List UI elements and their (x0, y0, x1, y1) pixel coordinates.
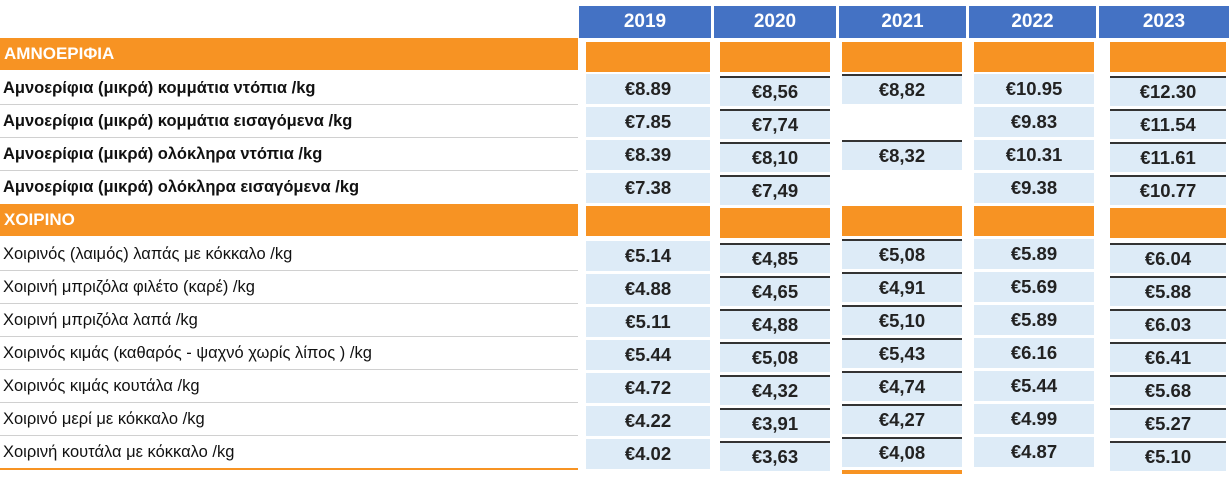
section-header-lamb: ΑΜΝΟΕΡΙΦΙΑ (0, 38, 578, 70)
value-cell: €4.99 (974, 404, 1094, 434)
value-cell: €4.87 (974, 437, 1094, 467)
row-label: Χοιρινός κιμάς κουτάλα /kg (3, 376, 200, 395)
value-cell: €4,88 (720, 309, 830, 339)
value-cell: €8.39 (586, 140, 710, 170)
value-cell: €5.88 (1110, 276, 1226, 306)
value-cell: €4.88 (586, 274, 710, 304)
value-cell: €4,27 (842, 404, 962, 434)
value-cell: €5.44 (586, 340, 710, 370)
section-fill-cell (1110, 42, 1226, 72)
value-cell: €4,08 (842, 437, 962, 467)
value-cell: €5.69 (974, 272, 1094, 302)
value-cell: €6.16 (974, 338, 1094, 368)
value-cell: €3,63 (720, 441, 830, 471)
value-cell: €5.14 (586, 241, 710, 271)
value-cell: €8,32 (842, 140, 962, 170)
section-fill-cell (720, 42, 830, 72)
value-cell: €10.95 (974, 74, 1094, 104)
value-cell: €7.38 (586, 173, 710, 203)
value-cell: €9.83 (974, 107, 1094, 137)
row-divider (0, 435, 578, 436)
value-cell: €6.41 (1110, 342, 1226, 372)
value-cell: €7.85 (586, 107, 710, 137)
row-label: Χοιρινό μερί με κόκκαλο /kg (3, 409, 205, 428)
value-cell: €5.10 (1110, 441, 1226, 471)
section-fill-cell (720, 208, 830, 238)
value-cell: €12.30 (1110, 76, 1226, 106)
row-divider (0, 104, 578, 105)
value-cell: €5.68 (1110, 375, 1226, 405)
row-divider (0, 402, 578, 403)
row-label: Αμνοερίφια (μικρά) ολόκληρα ντόπια /kg (3, 144, 323, 163)
section-fill-cell (974, 206, 1094, 236)
value-cell: €5,10 (842, 305, 962, 335)
row-divider (0, 303, 578, 304)
section-fill-cell (586, 206, 710, 236)
row-label: Αμνοερίφια (μικρά) κομμάτια ντόπια /kg (3, 78, 316, 97)
value-cell: €9.38 (974, 173, 1094, 203)
row-divider (0, 270, 578, 271)
value-cell: €5,08 (842, 239, 962, 269)
row-label: Χοιρινός (λαιμός) λαπάς με κόκκαλο /kg (3, 244, 293, 263)
value-cell: €4.02 (586, 439, 710, 469)
year-header-2021: 2021 (839, 6, 966, 38)
value-cell: €5.11 (586, 307, 710, 337)
value-cell: €6.03 (1110, 309, 1226, 339)
value-cell: €4,85 (720, 243, 830, 273)
row-label: Χοιρινός κιμάς (καθαρός - ψαχνό χωρίς λί… (3, 343, 372, 362)
value-cell: €5.27 (1110, 408, 1226, 438)
value-cell: €4,91 (842, 272, 962, 302)
value-cell: €8,56 (720, 76, 830, 106)
section-fill-cell (842, 206, 962, 236)
value-cell: €7,49 (720, 175, 830, 205)
year-header-2022: 2022 (969, 6, 1096, 38)
row-divider (0, 369, 578, 370)
value-cell: €4,65 (720, 276, 830, 306)
value-cell: €5.89 (974, 305, 1094, 335)
value-cell: €8.89 (586, 74, 710, 104)
section-fill-cell (974, 42, 1094, 72)
year-header-2023: 2023 (1099, 6, 1229, 38)
value-cell: €7,74 (720, 109, 830, 139)
row-divider (0, 137, 578, 138)
value-cell: €10.77 (1110, 175, 1226, 205)
row-label: Χοιρινή μπριζόλα φιλέτο (καρέ) /kg (3, 277, 255, 296)
row-label: Χοιρινή μπριζόλα λαπά /kg (3, 310, 198, 329)
value-cell: €8,10 (720, 142, 830, 172)
value-cell: €6.04 (1110, 243, 1226, 273)
year-header-2019: 2019 (579, 6, 711, 38)
row-divider (0, 170, 578, 171)
value-cell: €4,74 (842, 371, 962, 401)
year-header-2020: 2020 (714, 6, 836, 38)
row-label: Αμνοερίφια (μικρά) ολόκληρα εισαγόμενα /… (3, 177, 360, 196)
value-cell: €5.44 (974, 371, 1094, 401)
value-cell: €5,08 (720, 342, 830, 372)
value-cell: €4,32 (720, 375, 830, 405)
value-cell: €11.61 (1110, 142, 1226, 172)
value-cell: €5.89 (974, 239, 1094, 269)
row-label: Χοιρινή κουτάλα με κόκκαλο /kg (3, 442, 235, 461)
section-fill-cell (586, 42, 710, 72)
row-divider (0, 336, 578, 337)
row-label: Αμνοερίφια (μικρά) κομμάτια εισαγόμενα /… (3, 111, 353, 130)
bottom-rule (842, 470, 962, 474)
value-cell: €8,82 (842, 74, 962, 104)
value-cell: €10.31 (974, 140, 1094, 170)
bottom-rule (0, 468, 578, 470)
section-fill-cell (842, 42, 962, 72)
section-fill-cell (1110, 208, 1226, 238)
value-cell: €4.22 (586, 406, 710, 436)
section-header-pork: ΧΟΙΡΙΝΟ (0, 204, 578, 236)
value-cell: €4.72 (586, 373, 710, 403)
value-cell: €5,43 (842, 338, 962, 368)
value-cell: €3,91 (720, 408, 830, 438)
value-cell: €11.54 (1110, 109, 1226, 139)
